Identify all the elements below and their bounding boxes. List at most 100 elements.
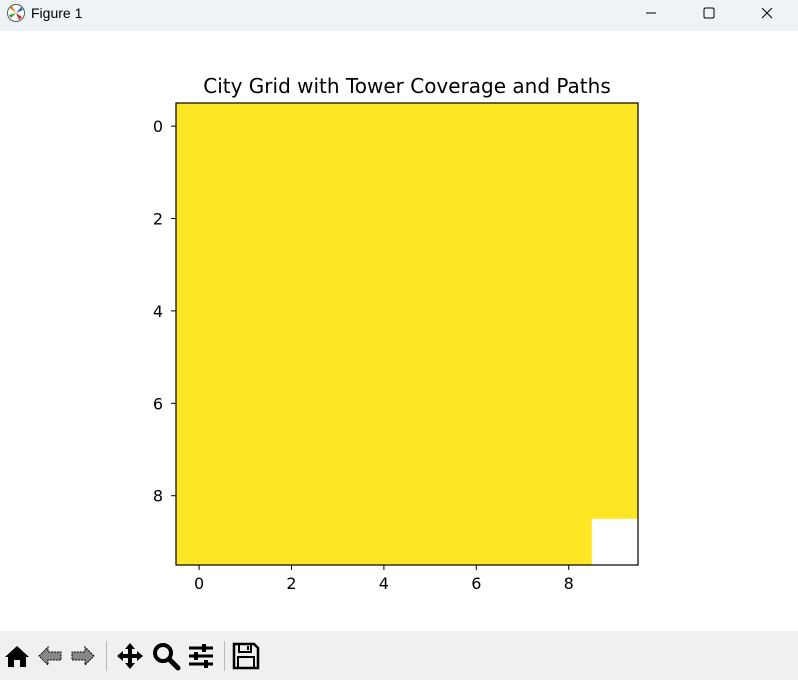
heatmap-cell xyxy=(499,334,547,381)
heatmap-cell xyxy=(453,287,500,335)
heatmap-cell xyxy=(176,426,223,474)
window-title-bar[interactable]: Figure 1 xyxy=(0,0,798,31)
heatmap-cell xyxy=(407,195,454,243)
x-tick-label: 6 xyxy=(471,574,481,593)
heatmap-cell xyxy=(268,103,316,150)
heatmap-cell xyxy=(360,380,408,427)
home-icon[interactable] xyxy=(2,641,32,671)
heatmap-cell xyxy=(268,287,316,335)
forward-icon[interactable] xyxy=(68,641,98,671)
heatmap-cell xyxy=(268,380,316,427)
heatmap-cell xyxy=(407,380,454,427)
toolbar-separator xyxy=(224,641,225,671)
heatmap-cell xyxy=(407,103,454,150)
heatmap-cell xyxy=(222,149,269,196)
heatmap-cell xyxy=(360,241,408,289)
back-icon[interactable] xyxy=(35,641,65,671)
matplotlib-app-icon xyxy=(7,4,25,22)
heatmap-cell xyxy=(407,287,454,335)
heatmap-cell xyxy=(176,334,223,381)
heatmap-cell xyxy=(360,103,408,150)
heatmap-cell xyxy=(176,149,223,196)
heatmap-cell xyxy=(407,241,454,289)
heatmap-cell xyxy=(499,195,547,243)
heatmap-cell xyxy=(360,518,408,566)
zoom-icon[interactable] xyxy=(151,641,181,671)
heatmap-cell xyxy=(360,426,408,474)
heatmap-cell xyxy=(176,518,223,566)
heatmap-cell xyxy=(545,287,593,335)
heatmap-cell xyxy=(591,426,639,474)
heatmap-cell xyxy=(453,195,500,243)
heatmap-cell xyxy=(591,103,639,150)
heatmap-cell xyxy=(591,195,639,243)
heatmap-cell xyxy=(499,103,547,150)
navigation-toolbar xyxy=(0,631,798,680)
heatmap-cell xyxy=(499,287,547,335)
heatmap-cell xyxy=(314,195,362,243)
x-tick-label: 0 xyxy=(194,574,204,593)
heatmap-cell xyxy=(176,472,223,520)
y-tick-label: 0 xyxy=(153,117,163,136)
figure-canvas[interactable]: City Grid with Tower Coverage and Paths 0… xyxy=(0,31,798,631)
heatmap-cell xyxy=(268,241,316,289)
heatmap-cell xyxy=(314,334,362,381)
x-tick-label: 8 xyxy=(564,574,574,593)
heatmap-cell xyxy=(545,149,593,196)
y-tick-label: 4 xyxy=(153,302,163,321)
heatmap-cell xyxy=(591,472,639,520)
heatmap-cell xyxy=(222,103,269,150)
heatmap-cell xyxy=(545,334,593,381)
heatmap-cell-uncovered xyxy=(591,518,639,566)
heatmap-cell xyxy=(222,472,269,520)
heatmap-cell xyxy=(407,426,454,474)
heatmap-cell xyxy=(453,426,500,474)
heatmap-cell xyxy=(545,103,593,150)
heatmap-cell xyxy=(176,380,223,427)
heatmap-cell xyxy=(360,149,408,196)
heatmap-cell xyxy=(268,334,316,381)
heatmap-cell xyxy=(545,195,593,243)
pan-icon[interactable] xyxy=(115,641,145,671)
chart-title: City Grid with Tower Coverage and Paths xyxy=(203,74,611,98)
heatmap-cell xyxy=(176,103,223,150)
window-title: Figure 1 xyxy=(31,5,83,21)
heatmap-cell xyxy=(407,149,454,196)
heatmap-cell xyxy=(545,518,593,566)
heatmap-cell xyxy=(222,380,269,427)
heatmap-cell xyxy=(222,287,269,335)
heatmap-cell xyxy=(360,287,408,335)
heatmap-cell xyxy=(545,472,593,520)
heatmap-cell xyxy=(591,241,639,289)
heatmap-cell xyxy=(453,241,500,289)
y-tick-label: 2 xyxy=(153,210,163,229)
heatmap-cell xyxy=(591,149,639,196)
minimize-button[interactable] xyxy=(622,0,680,26)
maximize-icon xyxy=(703,7,715,19)
heatmap-cell xyxy=(268,426,316,474)
y-tick-label: 6 xyxy=(153,394,163,413)
heatmap-cell xyxy=(499,149,547,196)
configure-subplots-icon[interactable] xyxy=(186,641,216,671)
axes-frame xyxy=(175,102,639,566)
y-tick-label: 8 xyxy=(153,487,163,506)
maximize-button[interactable] xyxy=(680,0,738,26)
close-button[interactable] xyxy=(738,0,796,26)
heatmap-cell xyxy=(545,426,593,474)
x-tick-label: 2 xyxy=(286,574,296,593)
save-icon[interactable] xyxy=(231,641,261,671)
heatmap-cell xyxy=(360,334,408,381)
close-icon xyxy=(761,7,773,19)
heatmap-cell xyxy=(591,334,639,381)
heatmap-cell xyxy=(360,472,408,520)
heatmap-cell xyxy=(591,287,639,335)
heatmap-cell xyxy=(499,241,547,289)
heatmap-cell xyxy=(268,518,316,566)
heatmap-cell xyxy=(268,149,316,196)
x-tick-label: 4 xyxy=(379,574,389,593)
heatmap-cell xyxy=(314,380,362,427)
heatmap-cell xyxy=(407,518,454,566)
heatmap-cell xyxy=(176,241,223,289)
heatmap-cell xyxy=(545,380,593,427)
heatmap-cell xyxy=(453,149,500,196)
